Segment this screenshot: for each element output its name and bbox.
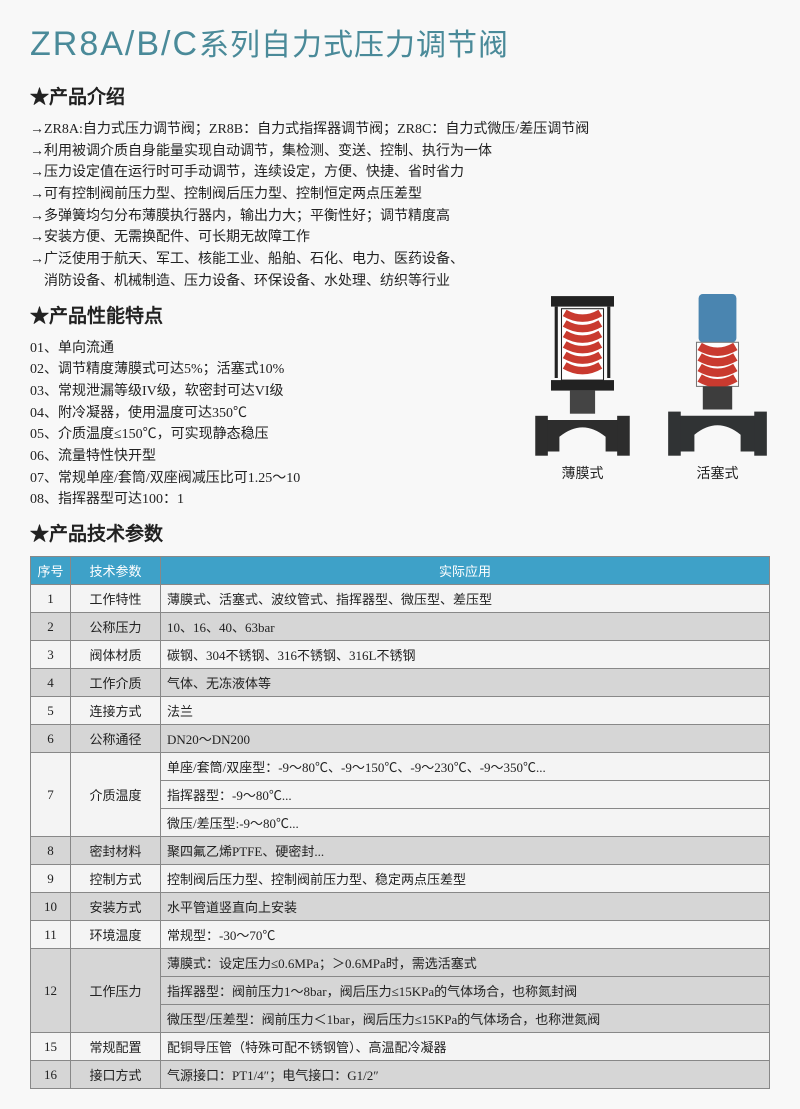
table-header: 实际应用 [161,557,770,585]
feature-line: 04、附冷凝器，使用温度可达350℃ [30,403,500,425]
cell-app: 水平管道竖直向上安装 [161,893,770,921]
valve-diaphragm-image [530,293,635,463]
cell-param: 工作介质 [71,669,161,697]
cell-seq: 15 [31,1033,71,1061]
feature-line: 05、介质温度≤150℃，可实现静态稳压 [30,424,500,446]
image-label-piston: 活塞式 [697,463,739,483]
cell-param: 环境温度 [71,921,161,949]
cell-seq: 11 [31,921,71,949]
table-row: 10安装方式水平管道竖直向上安装 [31,893,770,921]
cell-seq: 6 [31,725,71,753]
table-header: 序号 [31,557,71,585]
title-model: ZR8A/B/C [30,25,199,63]
page-title: ZR8A/B/C系列自力式压力调节阀 [30,20,770,64]
cell-app: 指挥器型：-9～80℃... [161,781,770,809]
cell-param: 常规配置 [71,1033,161,1061]
intro-line: 安装方便、无需换配件、可长期无故障工作 [30,227,770,249]
cell-app: 微压/差压型:-9～80℃... [161,809,770,837]
spec-table: 序号技术参数实际应用 1工作特性薄膜式、活塞式、波纹管式、指挥器型、微压型、差压… [30,556,770,1089]
cell-app: 气体、无冻液体等 [161,669,770,697]
cell-param: 控制方式 [71,865,161,893]
feature-line: 07、常规单座/套筒/双座阀减压比可1.25～10 [30,468,500,490]
feature-line: 01、单向流通 [30,338,500,360]
cell-seq: 8 [31,837,71,865]
cell-param: 密封材料 [71,837,161,865]
feature-line: 03、常规泄漏等级IV级，软密封可达VI级 [30,381,500,403]
feature-line: 02、调节精度薄膜式可达5%；活塞式10% [30,359,500,381]
feature-line: 08、指挥器型可达100：1 [30,489,500,511]
cell-param: 公称压力 [71,613,161,641]
cell-app: DN20～DN200 [161,725,770,753]
cell-seq: 2 [31,613,71,641]
table-row: 5连接方式法兰 [31,697,770,725]
cell-param: 连接方式 [71,697,161,725]
cell-param: 公称通径 [71,725,161,753]
table-row: 1工作特性薄膜式、活塞式、波纹管式、指挥器型、微压型、差压型 [31,585,770,613]
cell-param: 安装方式 [71,893,161,921]
cell-param: 介质温度 [71,753,161,837]
cell-seq: 9 [31,865,71,893]
cell-app: 10、16、40、63bar [161,613,770,641]
table-row: 11环境温度常规型：-30～70℃ [31,921,770,949]
section-perf-head: ★产品性能特点 [30,301,500,328]
product-images: 薄膜式 活塞式 [530,293,770,483]
section-spec-head: ★产品技术参数 [30,519,770,546]
intro-line: 多弹簧均匀分布薄膜执行器内，输出力大；平衡性好；调节精度高 [30,206,770,228]
intro-line: 利用被调介质自身能量实现自动调节，集检测、变送、控制、执行为一体 [30,141,770,163]
feature-line: 06、流量特性快开型 [30,446,500,468]
cell-app: 法兰 [161,697,770,725]
cell-param: 工作特性 [71,585,161,613]
cell-seq: 3 [31,641,71,669]
cell-seq: 5 [31,697,71,725]
section-intro-head: ★产品介绍 [30,82,770,109]
cell-app: 控制阀后压力型、控制阀前压力型、稳定两点压差型 [161,865,770,893]
cell-seq: 1 [31,585,71,613]
cell-seq: 12 [31,949,71,1033]
valve-piston-image [665,293,770,463]
cell-app: 配铜导压管（特殊可配不锈钢管）、高温配冷凝器 [161,1033,770,1061]
cell-app: 碳钢、304不锈钢、316不锈钢、316L不锈钢 [161,641,770,669]
cell-app: 气源接口：PT1/4″；电气接口：G1/2″ [161,1061,770,1089]
features-block: 01、单向流通02、调节精度薄膜式可达5%；活塞式10%03、常规泄漏等级IV级… [30,338,500,512]
cell-param: 接口方式 [71,1061,161,1089]
image-label-diaphragm: 薄膜式 [562,463,604,483]
cell-app: 单座/套筒/双座型：-9～80℃、-9～150℃、-9～230℃、-9～350℃… [161,753,770,781]
cell-seq: 16 [31,1061,71,1089]
intro-line: 广泛使用于航天、军工、核能工业、船舶、石化、电力、医药设备、 [30,249,770,271]
cell-seq: 7 [31,753,71,837]
cell-app: 常规型：-30～70℃ [161,921,770,949]
table-row: 16接口方式气源接口：PT1/4″；电气接口：G1/2″ [31,1061,770,1089]
cell-app: 薄膜式：设定压力≤0.6MPa；＞0.6MPa时，需选活塞式 [161,949,770,977]
intro-block: ZR8A:自力式压力调节阀；ZR8B：自力式指挥器调节阀；ZR8C：自力式微压/… [30,119,770,293]
intro-line: 压力设定值在运行时可手动调节，连续设定，方便、快捷、省时省力 [30,162,770,184]
table-row: 12工作压力薄膜式：设定压力≤0.6MPa；＞0.6MPa时，需选活塞式 [31,949,770,977]
cell-app: 薄膜式、活塞式、波纹管式、指挥器型、微压型、差压型 [161,585,770,613]
table-row: 6公称通径DN20～DN200 [31,725,770,753]
table-row: 9控制方式控制阀后压力型、控制阀前压力型、稳定两点压差型 [31,865,770,893]
table-row: 3阀体材质碳钢、304不锈钢、316不锈钢、316L不锈钢 [31,641,770,669]
cell-seq: 10 [31,893,71,921]
table-row: 7介质温度单座/套筒/双座型：-9～80℃、-9～150℃、-9～230℃、-9… [31,753,770,781]
intro-line: 可有控制阀前压力型、控制阀后压力型、控制恒定两点压差型 [30,184,770,206]
intro-line: ZR8A:自力式压力调节阀；ZR8B：自力式指挥器调节阀；ZR8C：自力式微压/… [30,119,770,141]
cell-app: 微压型/压差型：阀前压力＜1bar，阀后压力≤15KPa的气体场合，也称泄氮阀 [161,1005,770,1033]
cell-param: 阀体材质 [71,641,161,669]
table-row: 8密封材料聚四氟乙烯PTFE、硬密封... [31,837,770,865]
title-cn: 系列自力式压力调节阀 [199,29,509,62]
cell-param: 工作压力 [71,949,161,1033]
table-row: 4工作介质气体、无冻液体等 [31,669,770,697]
intro-line: 消防设备、机械制造、压力设备、环保设备、水处理、纺织等行业 [30,271,770,293]
table-row: 2公称压力10、16、40、63bar [31,613,770,641]
table-row: 15常规配置配铜导压管（特殊可配不锈钢管）、高温配冷凝器 [31,1033,770,1061]
cell-app: 聚四氟乙烯PTFE、硬密封... [161,837,770,865]
table-header: 技术参数 [71,557,161,585]
cell-seq: 4 [31,669,71,697]
cell-app: 指挥器型：阀前压力1～8bar，阀后压力≤15KPa的气体场合，也称氮封阀 [161,977,770,1005]
